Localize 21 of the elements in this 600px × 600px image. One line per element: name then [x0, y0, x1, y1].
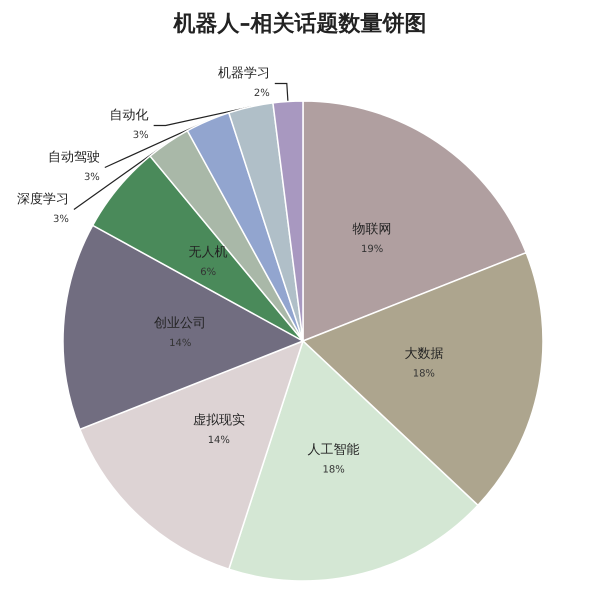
slice-label: 虚拟现实	[192, 413, 245, 428]
slice-label: 机器学习	[218, 66, 270, 82]
slice-label: 大数据	[404, 346, 444, 362]
data-label: 19%	[361, 244, 384, 255]
slice-label: 自动化	[110, 108, 149, 124]
data-label: 3%	[132, 130, 149, 142]
data-label: 14%	[208, 435, 230, 446]
slice-label: 深度学习	[16, 191, 69, 208]
slice-label: 人工智能	[308, 442, 360, 458]
data-label: 3%	[53, 214, 69, 226]
chart-title: 机器人–相关话题数量饼图	[172, 12, 426, 36]
slice-label: 无人机	[188, 245, 228, 260]
slice-label: 创业公司	[154, 316, 206, 331]
data-label: 18%	[322, 464, 345, 476]
data-label: 6%	[200, 267, 216, 278]
data-label: 3%	[84, 172, 100, 184]
slice-label: 物联网	[352, 222, 392, 237]
data-label: 2%	[254, 88, 270, 100]
data-label: 14%	[169, 338, 192, 349]
data-label: 18%	[412, 368, 435, 380]
slice-label: 自动驾驶	[48, 150, 100, 166]
